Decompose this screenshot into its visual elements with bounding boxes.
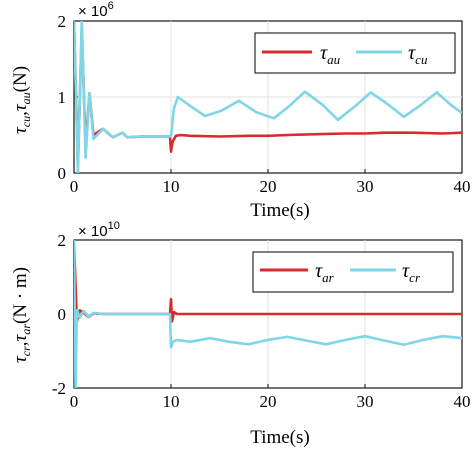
- bottom-x-tick-label: 10: [163, 392, 180, 411]
- top-y-tick-label: 1: [58, 88, 67, 107]
- top-y-tick-label: 2: [58, 12, 67, 31]
- top-x-axis-label: Time(s): [250, 200, 309, 221]
- bottom-legend: τar τcr: [252, 251, 454, 293]
- bottom-tick-labels: 0 10 20 30 40-202: [52, 231, 471, 411]
- bottom-x-axis-label: Time(s): [250, 427, 309, 448]
- top-legend-label-tau-au: τau: [320, 42, 341, 67]
- bottom-panel: 0 10 20 30 40-202 × 1010 Time(s) τcr,τar(N ·…: [10, 220, 471, 448]
- bottom-legend-label-tau-cr: τcr: [402, 260, 421, 285]
- bottom-y-axis-label: τcr,τar(N · m): [10, 267, 33, 363]
- top-x-tick-label: 10: [163, 177, 180, 196]
- bottom-series-cr: [74, 240, 462, 388]
- top-exponent-label: × 106: [78, 0, 114, 20]
- bottom-y-tick-label: 2: [58, 231, 67, 250]
- top-series-cu: [74, 21, 462, 173]
- bottom-x-tick-label: 0: [70, 392, 79, 411]
- top-y-axis-label: τcu,τau(N): [10, 66, 33, 134]
- top-series: [74, 21, 462, 173]
- bottom-x-tick-label: 40: [454, 392, 471, 411]
- top-legend: τau τcu: [254, 32, 456, 74]
- bottom-series: [74, 240, 462, 388]
- bottom-y-tick-label: 0: [58, 305, 67, 324]
- bottom-y-tick-label: -2: [52, 379, 66, 398]
- bottom-x-tick-label: 30: [357, 392, 374, 411]
- top-x-tick-label: 40: [454, 177, 471, 196]
- top-x-tick-label: 20: [260, 177, 277, 196]
- top-x-tick-label: 30: [357, 177, 374, 196]
- bottom-legend-box: [252, 251, 454, 293]
- top-x-tick-label: 0: [70, 177, 79, 196]
- top-tick-labels: 0 10 20 30 40 0 1 2: [58, 12, 471, 196]
- bottom-exponent-label: × 1010: [78, 220, 120, 240]
- top-y-tick-label: 0: [58, 164, 67, 183]
- top-legend-label-tau-cu: τcu: [408, 42, 428, 67]
- top-panel: 0 10 20 30 40 0 1 2 × 106 Time(s) τcu,τau(N) τa…: [10, 0, 471, 221]
- bottom-legend-label-tau-ar: τar: [315, 260, 335, 285]
- bottom-x-tick-label: 20: [260, 392, 277, 411]
